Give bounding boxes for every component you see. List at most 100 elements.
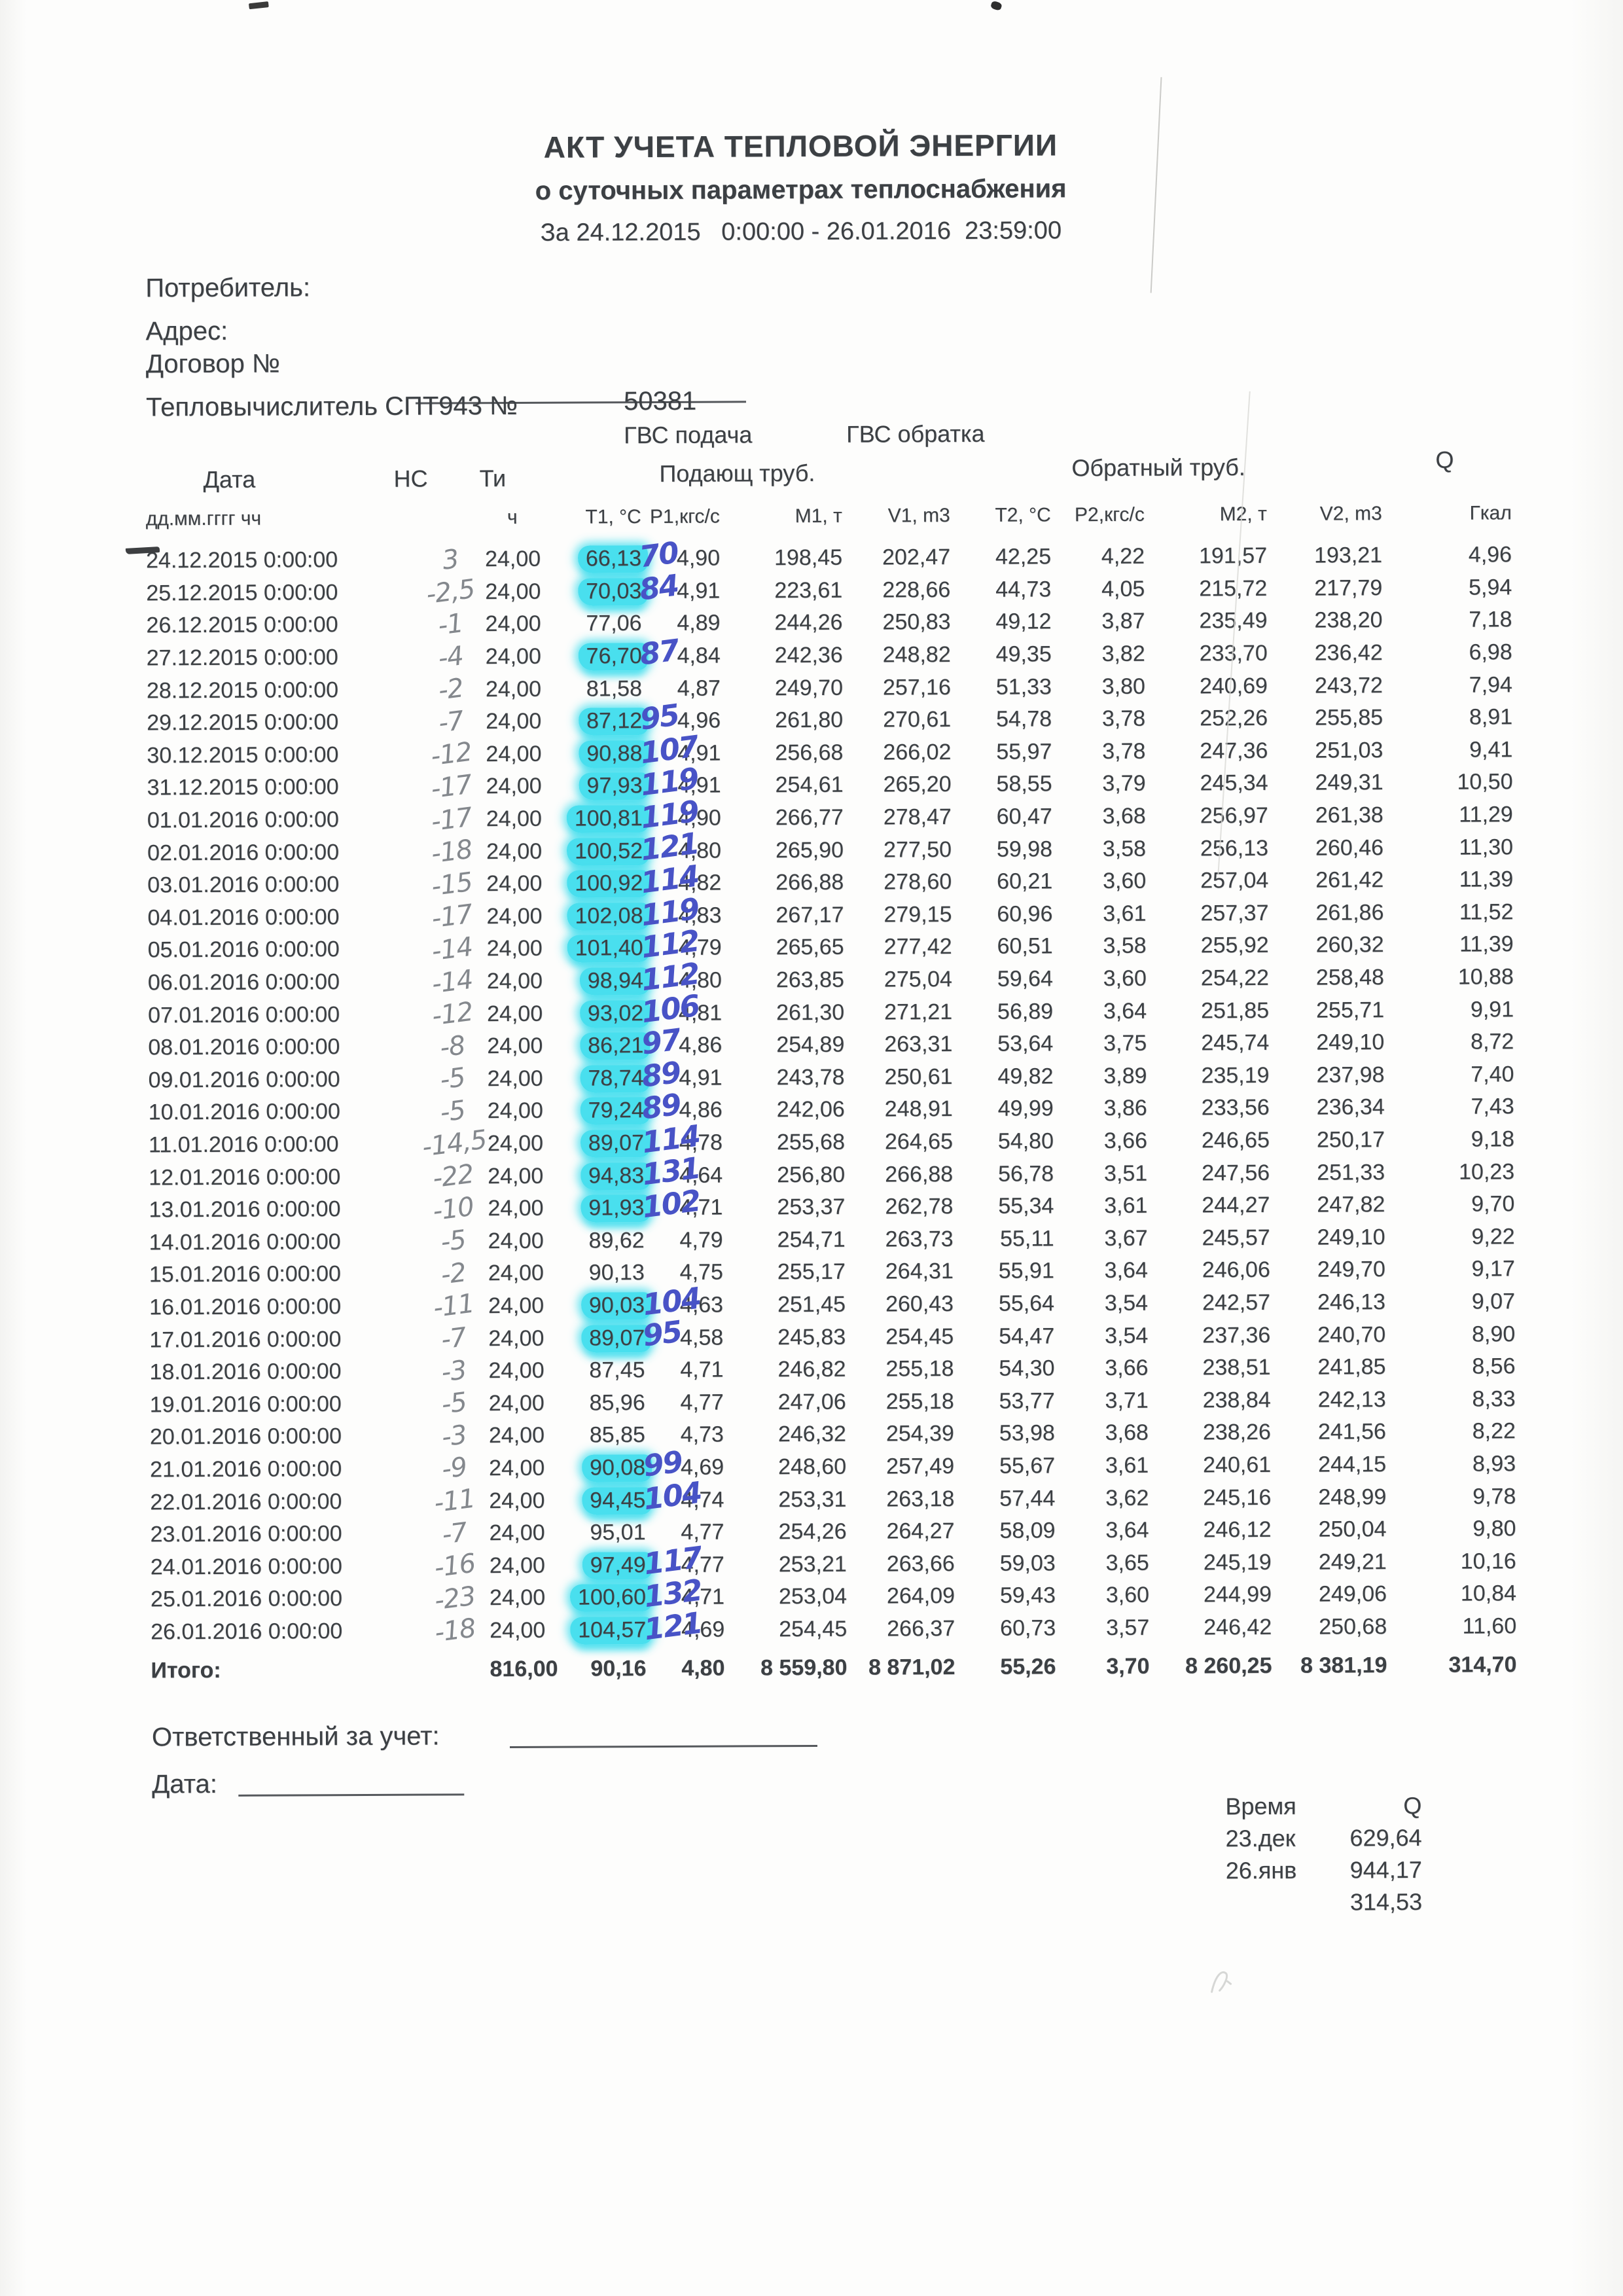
cell-ns: -5 — [422, 1095, 488, 1128]
handwritten-pen-note: 87 — [637, 632, 681, 672]
scan-artifact-mark — [248, 1, 269, 10]
handwritten-ns-value: -11 — [431, 1289, 476, 1324]
cell-ns: -10 — [422, 1191, 488, 1226]
summary-row: 314,53 — [1226, 1886, 1422, 1918]
cell-ns: -17 — [421, 802, 486, 837]
cell-ti: 24,00 — [486, 838, 543, 864]
cell-p2: 3,58 — [1103, 933, 1147, 959]
cell-ti: 24,00 — [484, 547, 541, 572]
cell-v2: 249,10 — [1316, 1030, 1385, 1055]
cell-v1: 266,37 — [887, 1615, 955, 1641]
cell-q: 9,22 — [1471, 1224, 1515, 1249]
total-m1: 8 559,80 — [760, 1655, 847, 1681]
cell-date: 11.01.2016 0:00:00 — [148, 1132, 339, 1158]
calculator-number: 50381 — [623, 386, 697, 416]
summary-table: Время Q 23.дек 629,64 26.янв 944,17 314,… — [1225, 1789, 1422, 1918]
cell-t1: 89,07 — [546, 1130, 651, 1158]
cell-t2: 53,64 — [997, 1031, 1054, 1056]
handwritten-ns-value: -14 — [430, 964, 474, 999]
cell-ti: 24,00 — [489, 1585, 546, 1611]
cell-p2: 3,65 — [1105, 1550, 1149, 1575]
report-period: За 24.12.2015 0:00:00 - 26.01.2016 23:59… — [540, 217, 1062, 247]
cell-v2: 250,68 — [1319, 1614, 1387, 1640]
highlighted-t1-value: 100,92 — [567, 870, 650, 898]
cell-ti: 24,00 — [488, 1195, 544, 1221]
cell-m2: 246,12 — [1203, 1517, 1272, 1543]
table-row: 25.12.2015 0:00:00 -2,5 24,00 70,03 4,91 223,… — [145, 567, 1516, 611]
cell-t2: 55,91 — [998, 1258, 1054, 1284]
cell-v1: 254,39 — [885, 1421, 954, 1446]
unit-v1: V1, m3 — [887, 505, 950, 527]
cell-ns: -15 — [421, 867, 486, 901]
cell-ti: 24,00 — [486, 741, 542, 767]
cell-ti: 24,00 — [489, 1455, 545, 1481]
cell-v1: 202,47 — [882, 545, 951, 570]
cell-v1: 250,61 — [884, 1064, 953, 1090]
cell-t1: 100,60 — [548, 1584, 653, 1612]
highlighted-t1-value: 100,81 — [566, 805, 649, 833]
highlighted-t1-value: 79,24 — [580, 1097, 651, 1125]
cell-date: 31.12.2015 0:00:00 — [147, 774, 339, 800]
table-row: 10.01.2016 0:00:00 -5 24,00 79,24 4,86 242,06… — [147, 1087, 1518, 1129]
cell-p2: 3,68 — [1105, 1420, 1149, 1446]
cell-m1: 267,17 — [776, 902, 844, 928]
cell-q: 9,78 — [1472, 1483, 1516, 1509]
cell-ti: 24,00 — [488, 1423, 545, 1448]
summary-row: 23.дек 629,64 — [1226, 1821, 1422, 1854]
cell-v2: 248,99 — [1318, 1484, 1387, 1510]
cell-v2: 250,17 — [1316, 1127, 1385, 1153]
cell-v1: 260,43 — [885, 1291, 954, 1317]
cell-m1: 266,77 — [775, 804, 844, 831]
cell-m1: 255,17 — [777, 1259, 846, 1285]
highlighted-t1-value: 100,60 — [569, 1584, 653, 1612]
cell-t2: 55,64 — [998, 1291, 1055, 1316]
table-row: 25.01.2016 0:00:00 -23 24,00 100,60 4,71 253,… — [149, 1573, 1520, 1616]
cell-q: 7,94 — [1469, 672, 1513, 698]
cell-t2: 58,55 — [996, 771, 1052, 797]
cell-m1: 242,06 — [776, 1097, 845, 1122]
cell-v1: 271,21 — [884, 999, 953, 1025]
cell-m1: 249,70 — [774, 675, 844, 700]
handwritten-ns-value: -9 — [440, 1452, 469, 1486]
unit-date: дд.мм.гггг чч — [145, 507, 262, 530]
cell-ti: 24,00 — [485, 643, 541, 670]
cell-v2: 241,56 — [1317, 1419, 1386, 1444]
cell-p2: 3,54 — [1104, 1323, 1149, 1348]
cell-date: 13.01.2016 0:00:00 — [149, 1196, 341, 1223]
cell-ns: -5 — [423, 1225, 488, 1258]
cell-q: 7,40 — [1471, 1062, 1514, 1087]
handwritten-ns-value: -2,5 — [424, 574, 476, 611]
cell-v2: 246,13 — [1317, 1289, 1386, 1315]
cell-m1: 266,88 — [776, 870, 844, 895]
handwritten-ns-value: -2 — [437, 673, 465, 706]
cell-q: 9,41 — [1469, 737, 1513, 762]
cell-q: 11,29 — [1459, 802, 1513, 827]
total-v2: 8 381,19 — [1300, 1652, 1387, 1678]
cell-t2: 60,47 — [996, 804, 1052, 829]
handwritten-ns-value: -23 — [433, 1581, 477, 1616]
total-t1: 90,16 — [590, 1655, 647, 1681]
cell-m1: 256,68 — [775, 740, 844, 766]
handwritten-ns-value: -18 — [429, 834, 474, 870]
cell-p2: 3,82 — [1101, 641, 1145, 667]
cell-q: 10,84 — [1460, 1581, 1517, 1606]
handwritten-ns-value: 3 — [440, 543, 461, 576]
cell-ti: 24,00 — [489, 1520, 545, 1546]
cell-t1: 94,45 — [548, 1486, 652, 1515]
cell-date: 16.01.2016 0:00:00 — [149, 1294, 342, 1320]
cell-p2: 3,87 — [1101, 609, 1145, 634]
cell-p1: 4,89 — [677, 611, 721, 636]
cell-m2: 240,69 — [1199, 673, 1268, 699]
table-row: 22.01.2016 0:00:00 -11 24,00 94,45 4,74 253,3… — [149, 1475, 1520, 1519]
cell-p2: 3,64 — [1105, 1517, 1149, 1543]
handwritten-ns-value: -17 — [429, 802, 474, 837]
cell-t1: 102,08 — [545, 902, 650, 931]
cell-v2: 249,70 — [1317, 1257, 1385, 1282]
cell-m2: 244,27 — [1202, 1193, 1270, 1218]
handwritten-ns-value: -5 — [438, 1225, 468, 1258]
table-row: 24.01.2016 0:00:00 -16 24,00 97,49 4,77 253,2… — [149, 1540, 1520, 1584]
cell-q: 4,96 — [1468, 542, 1512, 567]
handwritten-ns-value: -22 — [431, 1158, 476, 1194]
cell-q: 7,43 — [1471, 1094, 1514, 1119]
cell-p2: 3,57 — [1105, 1615, 1150, 1640]
